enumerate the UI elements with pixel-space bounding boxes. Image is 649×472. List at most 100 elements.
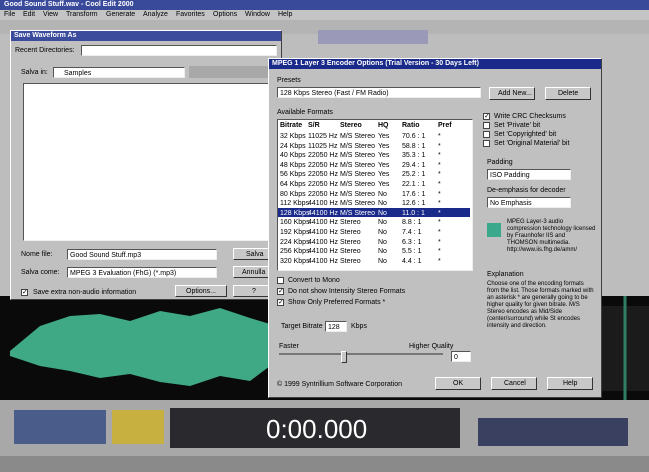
quality-input[interactable]: 0	[451, 351, 471, 362]
checkbox[interactable]	[277, 277, 284, 284]
padding-value: ISO Padding	[490, 171, 530, 180]
ok-button[interactable]: OK	[435, 377, 481, 390]
label: Salva in:	[21, 69, 48, 76]
screen: Good Sound Stuff.wav - Cool Edit 2000 Fi…	[0, 0, 649, 472]
checkbox[interactable]: ✓	[21, 289, 28, 296]
column-header: Bitrate	[280, 121, 302, 130]
slider-thumb[interactable]	[341, 351, 347, 363]
menu-item[interactable]: Generate	[106, 11, 135, 18]
label: Recent Directories:	[15, 47, 75, 54]
time-display: 0:00.000	[170, 408, 460, 448]
save-dialog: Save Waveform As Recent Directories: Sal…	[10, 30, 282, 300]
button-label: ?	[252, 287, 256, 297]
table-cell: 32 Kbps	[280, 132, 306, 141]
table-cell: *	[438, 190, 441, 199]
options-button[interactable]: Options...	[175, 285, 227, 297]
save-as-dropdown[interactable]: MPEG 3 Evaluation (FhG) (*.mp3)	[67, 267, 217, 278]
delete-button[interactable]: Delete	[545, 87, 591, 100]
status-bar	[0, 456, 649, 472]
table-cell: Stereo	[340, 238, 361, 247]
target-input[interactable]: 128	[325, 321, 347, 332]
button-label: Annulla	[242, 268, 265, 278]
preset-dropdown[interactable]: 128 Kbps Stereo (Fast / FM Radio)	[277, 87, 481, 98]
checkbox[interactable]: ✓	[277, 299, 284, 306]
table-cell: 256 Kbps	[280, 247, 310, 256]
checkbox[interactable]: ✓	[483, 113, 490, 120]
table-cell: *	[438, 247, 441, 256]
button-label: Cancel	[504, 379, 526, 389]
encoder-title-bar: MPEG 1 Layer 3 Encoder Options (Trial Ve…	[269, 59, 601, 69]
label: Faster	[279, 343, 299, 350]
table-cell: 224 Kbps	[280, 238, 310, 247]
table-cell: No	[378, 228, 387, 237]
file-name-input[interactable]: Good Sound Stuff.mp3	[67, 249, 217, 260]
column-header: HQ	[378, 121, 389, 130]
table-cell: No	[378, 257, 387, 266]
menu-item[interactable]: Favorites	[176, 11, 205, 18]
label: Explanation	[487, 271, 524, 278]
add-button[interactable]: Add New...	[489, 87, 535, 100]
table-cell: 44100 Hz	[308, 247, 338, 256]
table-cell: 56 Kbps	[280, 170, 306, 179]
save-in-value: Samples	[64, 69, 91, 78]
quality-slider[interactable]	[279, 353, 443, 363]
help-button[interactable]: Help	[547, 377, 593, 390]
deemphasis-dropdown[interactable]: No Emphasis	[487, 197, 571, 208]
table-cell: 25.2 : 1	[402, 170, 425, 179]
table-cell: 22050 Hz	[308, 170, 338, 179]
menu-item[interactable]: Options	[213, 11, 237, 18]
table-cell: No	[378, 238, 387, 247]
label: Higher Quality	[409, 343, 453, 350]
table-cell: 11.0 : 1	[402, 209, 425, 218]
copyright: © 1999 Syntrillium Software Corporation	[277, 381, 402, 388]
checkbox[interactable]	[483, 140, 490, 147]
save-in-dropdown[interactable]: Samples	[53, 67, 185, 78]
table-cell: Stereo	[340, 228, 361, 237]
menu-item[interactable]: File	[4, 11, 15, 18]
folder-buttons[interactable]	[189, 66, 279, 78]
menu-item[interactable]: Help	[278, 11, 292, 18]
checkbox[interactable]	[483, 131, 490, 138]
left-options: Convert to Mono✓Do not show Intensity St…	[277, 277, 477, 317]
table-cell: 44100 Hz	[308, 209, 338, 218]
column-header: S/R	[308, 121, 320, 130]
deemphasis-value: No Emphasis	[490, 199, 532, 208]
table-cell: 44100 Hz	[308, 257, 338, 266]
recent-dropdown[interactable]	[81, 45, 277, 56]
button-label: OK	[453, 379, 463, 389]
table-cell: M/S Stereo	[340, 170, 375, 179]
label: Presets	[277, 77, 301, 84]
table-cell: 128 Kbps	[280, 209, 310, 218]
menu-item[interactable]: Edit	[23, 11, 35, 18]
table-cell: 4.4 : 1	[402, 257, 421, 266]
button-label: Delete	[558, 89, 578, 99]
file-list[interactable]	[23, 83, 279, 241]
cancel-button[interactable]: Cancel	[491, 377, 537, 390]
table-cell: M/S Stereo	[340, 209, 375, 218]
table-cell: Yes	[378, 151, 389, 160]
label: De-emphasis for decoder	[487, 187, 566, 194]
table-cell: *	[438, 151, 441, 160]
menu-item[interactable]: Window	[245, 11, 270, 18]
menu-item[interactable]: Transform	[66, 11, 98, 18]
padding-dropdown[interactable]: ISO Padding	[487, 169, 571, 180]
zoom-buttons[interactable]	[112, 410, 164, 444]
button-label: Help	[563, 379, 577, 389]
checkbox[interactable]: ✓	[277, 288, 284, 295]
table-cell: Yes	[378, 132, 389, 141]
menu-item[interactable]: Analyze	[143, 11, 168, 18]
table-cell: 11025 Hz	[308, 132, 337, 141]
menu-item[interactable]: View	[43, 11, 58, 18]
table-cell: No	[378, 190, 387, 199]
table-cell: Yes	[378, 180, 389, 189]
table-cell: 8.8 : 1	[402, 218, 421, 227]
transport-buttons[interactable]	[14, 410, 106, 444]
table-cell: *	[438, 142, 441, 151]
save-dialog-title-bar: Save Waveform As	[11, 31, 281, 41]
table-cell: 70.6 : 1	[402, 132, 425, 141]
checkbox[interactable]	[483, 122, 490, 129]
column-header: Pref	[438, 121, 452, 130]
table-cell: 6.3 : 1	[402, 238, 421, 247]
table-cell: 24 Kbps	[280, 142, 306, 151]
